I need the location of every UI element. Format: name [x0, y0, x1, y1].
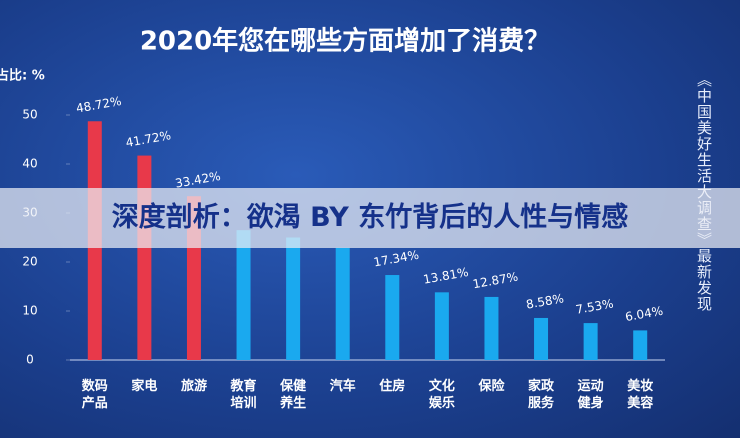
x-tick-label: 美妆美容 — [627, 379, 654, 411]
x-tick-label: 运动健身 — [577, 379, 604, 411]
value-label: 13.81% — [422, 265, 470, 287]
value-label: 12.87% — [472, 270, 520, 292]
bar — [484, 296, 499, 360]
x-tick-label: 旅游 — [180, 379, 207, 394]
bar — [137, 155, 152, 360]
x-tick-label: 家政服务 — [528, 379, 555, 411]
y-tick-label: 50 — [22, 108, 37, 122]
bar — [385, 275, 400, 360]
banner-band — [0, 188, 740, 248]
bar — [286, 237, 301, 360]
y-axis-label: 占比: % — [0, 68, 45, 84]
value-label: 41.72% — [125, 128, 173, 150]
bar — [335, 247, 350, 360]
value-label: 6.04% — [624, 304, 664, 324]
x-tick-label: 数码产品 — [81, 379, 108, 411]
bar — [434, 292, 449, 360]
chart-title: 2020年您在哪些方面增加了消费？ — [140, 26, 550, 57]
x-tick-label: 住房 — [379, 379, 406, 394]
bar — [534, 317, 549, 360]
banner-text: 深度剖析：欲渴 BY 东竹背后的人性与情感 — [111, 202, 629, 233]
bar — [583, 323, 598, 360]
y-tick-label: 0 — [26, 353, 34, 367]
x-tick-label: 教育培训 — [230, 379, 257, 411]
x-tick-label: 家电 — [131, 379, 158, 394]
y-tick-label: 20 — [22, 255, 37, 269]
x-tick-label: 文化娱乐 — [428, 379, 455, 411]
x-tick-label: 保险 — [478, 379, 505, 394]
x-tick-label: 汽车 — [329, 379, 356, 394]
y-tick-label: 40 — [22, 157, 37, 171]
value-label: 48.72% — [75, 94, 123, 116]
y-tick-label: 10 — [22, 304, 37, 318]
value-label: 7.53% — [575, 296, 615, 316]
bar — [236, 230, 251, 360]
value-label: 8.58% — [525, 291, 565, 311]
bar — [633, 330, 648, 360]
value-label: 17.34% — [372, 248, 420, 270]
x-tick-label: 保健养生 — [280, 379, 307, 411]
